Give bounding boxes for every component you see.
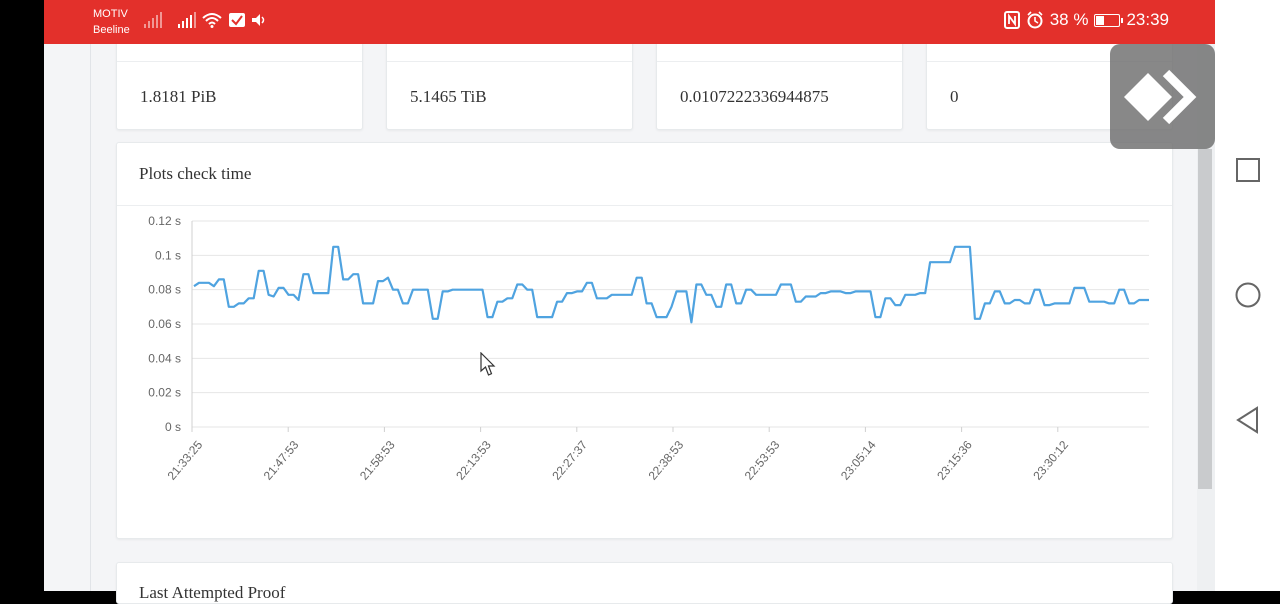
- stat-value: 0: [950, 87, 959, 106]
- stat-card-probability: 0.0107222336944875: [656, 30, 903, 130]
- series-line: [193, 245, 1149, 324]
- notification-check-icon: [229, 13, 245, 27]
- x-tick-label: 22:53:53: [742, 438, 783, 483]
- y-tick-label: 0.08 s: [148, 283, 181, 297]
- last-attempted-proof-card: Last Attempted Proof: [116, 562, 1173, 604]
- stat-value: 0.0107222336944875: [680, 87, 829, 106]
- nfc-icon: [1003, 11, 1020, 29]
- card-title: Plots check time: [139, 164, 252, 183]
- mouse-cursor-icon: [480, 352, 496, 376]
- triangle-back-icon[interactable]: [1235, 406, 1261, 434]
- alarm-icon: [1027, 11, 1043, 29]
- y-tick-label: 0.12 s: [148, 214, 181, 228]
- stat-card-total-plot-size: 1.8181 PiB: [116, 30, 363, 130]
- volume-icon: [252, 14, 265, 26]
- navigation-bar: [1215, 0, 1280, 591]
- diamond-arrow-icon: [1124, 69, 1197, 125]
- battery-percent: 38 %: [1049, 10, 1089, 29]
- signal-icon: [144, 12, 162, 28]
- x-tick-label: 23:05:14: [838, 438, 879, 483]
- plots-check-time-card: Plots check time 0 s 0.02 s 0.04 s 0.06 s 0.…: [116, 142, 1173, 539]
- status-bar: MOTIV Beeline 38: [44, 0, 1215, 44]
- clock: 23:39: [1126, 10, 1169, 29]
- carrier-labels: MOTIV Beeline: [93, 6, 130, 38]
- carrier-1: MOTIV: [93, 8, 128, 20]
- scrollbar[interactable]: [1197, 44, 1215, 591]
- plots-check-time-chart: 0 s 0.02 s 0.04 s 0.06 s 0.08 s 0.1 s 0.12 s 21…: [148, 214, 1149, 483]
- card-header: Plots check time: [117, 143, 1172, 206]
- scrollbar-thumb[interactable]: [1198, 149, 1212, 489]
- x-tick-label: 21:58:53: [357, 438, 398, 483]
- x-tick-label: 22:38:53: [646, 438, 687, 483]
- wifi-icon: [202, 13, 222, 28]
- y-tick-label: 0.04 s: [148, 351, 181, 365]
- x-tick-label: 23:15:36: [934, 438, 975, 483]
- stat-value: 5.1465 TiB: [410, 87, 487, 106]
- y-tick-label: 0.1 s: [155, 248, 181, 262]
- x-tick-label: 21:47:53: [261, 438, 302, 483]
- y-tick-label: 0 s: [165, 420, 181, 434]
- card-title: Last Attempted Proof: [139, 583, 286, 602]
- floating-action-button[interactable]: [1110, 44, 1215, 149]
- y-tick-label: 0.06 s: [148, 317, 181, 331]
- stat-value: 1.8181 PiB: [140, 87, 217, 106]
- x-tick-label: 22:27:37: [549, 438, 590, 483]
- x-tick-label: 22:13:53: [453, 438, 494, 483]
- content-border: [90, 44, 91, 591]
- square-icon[interactable]: [1235, 157, 1261, 183]
- signal-icon: [178, 12, 196, 28]
- x-tick-label: 23:30:12: [1030, 438, 1071, 483]
- y-tick-label: 0.02 s: [148, 386, 181, 400]
- x-tick-label: 21:33:25: [165, 438, 206, 483]
- battery-icon: [1094, 13, 1124, 27]
- circle-icon[interactable]: [1235, 282, 1261, 308]
- carrier-2: Beeline: [93, 24, 130, 36]
- stat-card-network-space: 5.1465 TiB: [386, 30, 633, 130]
